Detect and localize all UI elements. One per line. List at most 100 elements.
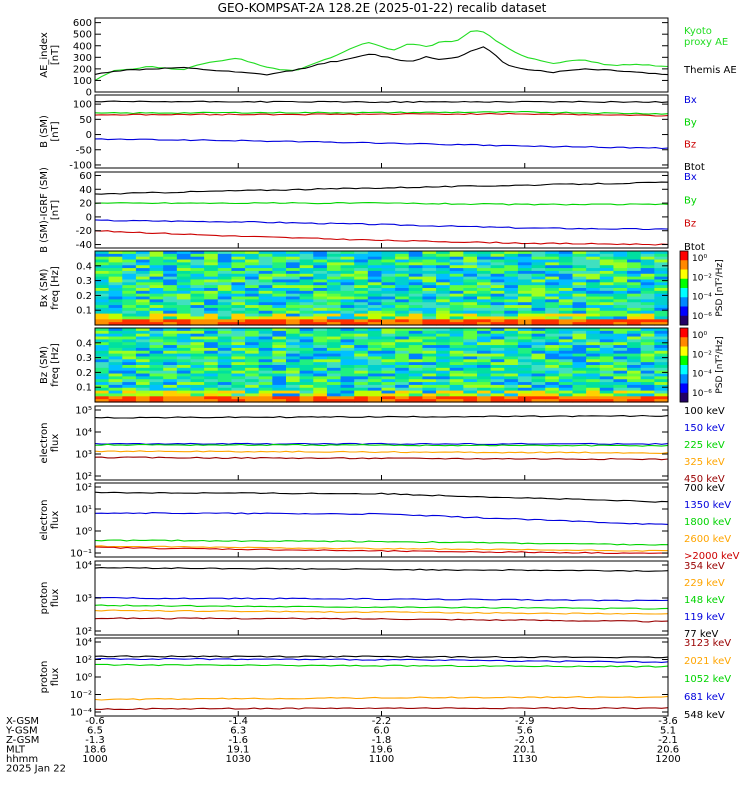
spectrogram-cell [176,384,192,389]
spectrogram-cell [545,347,560,352]
spectrogram-cell [258,307,273,312]
spectrogram-cell [463,293,478,298]
spectrogram-cell [640,379,655,383]
spectrogram-cell [504,305,519,309]
spectrogram-cell [163,353,178,358]
spectrogram-cell [422,367,437,372]
spectrogram-cell [95,328,110,332]
spectrogram-cell [176,322,192,326]
spectrogram-cell [477,370,492,375]
spectrogram-cell [326,376,342,380]
spectrogram-cell [326,322,342,326]
spectrogram-cell [217,330,233,335]
spectrogram-cell [313,270,328,275]
spectrogram-cell [586,251,601,255]
spectrogram-cell [340,399,355,403]
spectrogram-cell [163,285,178,289]
spectrogram-cell [599,302,615,306]
spectrogram-cell [654,268,669,272]
series-line-3123-kev [94,707,669,711]
colorbar-tick-label: 10⁻² [692,273,712,283]
spectrogram-cell [190,399,205,403]
spectrogram-cell [436,393,451,397]
spectrogram-cell [340,253,355,258]
spectrogram-cell [163,307,178,312]
spectrogram-cell [654,305,669,309]
spectrogram-cell [163,370,178,375]
spectrogram-cell [640,279,655,283]
spectrogram-cell [422,316,437,320]
spectrogram-cell [354,299,369,303]
spectrogram-cell [545,376,560,380]
spectrogram-cell [190,310,205,315]
spectrogram-cell [613,293,628,298]
spectrogram-cell [640,382,655,386]
spectrogram-cell [217,285,233,289]
legend-label: Bz [684,140,696,151]
spectrogram-cell [545,279,560,283]
spectrogram-cell [640,350,655,355]
spectrogram-cell [299,396,314,400]
spectrogram-cell [272,373,287,377]
spectrogram-cell [654,313,669,318]
spectrogram-cell [545,273,560,278]
spectrogram-cell [613,342,628,346]
spectrogram-cell [108,307,123,312]
spectrogram-cell [599,399,615,403]
spectrogram-cell [449,285,464,289]
series-line-450-kev [94,456,669,461]
spectrogram-cell [558,367,574,372]
spectrogram-cell [463,262,478,266]
legend-label: 1052 keV [684,674,731,685]
spectrogram-cell [381,265,396,269]
spectrogram-cell [163,379,178,383]
spectrogram-cell [531,270,546,275]
spectrogram-cell [613,359,628,363]
spectrogram-cell [340,279,355,283]
spectrogram-cell [558,387,574,392]
spectrogram-cell [381,356,396,360]
spectrogram-cell [354,268,369,272]
spectrogram-cell [381,256,396,261]
spectrogram-cell [613,336,628,340]
spectrogram-cell [149,370,164,375]
spectrogram-cell [654,382,669,386]
spectrogram-cell [422,251,437,255]
spectrogram-cell [245,342,260,346]
spectrogram-cell [258,345,273,349]
spectrogram-cell [517,259,533,263]
spectrogram-cell [272,316,287,320]
spectrogram-cell [272,273,287,278]
spectrogram-cell [572,259,587,263]
spectrogram-cell [572,396,587,400]
spectrogram-cell [231,276,246,281]
spectrogram-cell [613,253,628,258]
spectrogram-cell [599,356,615,360]
spectrogram-cell [490,384,505,389]
spectrogram-cell [354,302,369,306]
spectrogram-cell [245,322,260,326]
spectrogram-cell [231,296,246,300]
spectrogram-cell [463,299,478,303]
spectrogram-cell [504,359,519,363]
spectrogram-cell [95,336,110,340]
spectrogram-cell [422,319,437,323]
spectrogram-cell [422,336,437,340]
spectrogram-cell [558,350,574,355]
spectrogram-cell [149,330,164,335]
spectrogram-cell [354,356,369,360]
spectrogram-cell [190,256,205,261]
spectrogram-cell [354,350,369,355]
spectrogram-cell [190,387,205,392]
spectrogram-cell [367,353,383,358]
spectrogram-cell [613,259,628,263]
spectrogram-cell [545,288,560,292]
spectrogram-cell [190,396,205,400]
spectrogram-cell [326,393,342,397]
spectrogram-cell [381,319,396,323]
spectrogram-cell [149,333,164,338]
spectrogram-cell [204,328,219,332]
spectrogram-cell [449,319,464,323]
spectrogram-cell [340,333,355,338]
